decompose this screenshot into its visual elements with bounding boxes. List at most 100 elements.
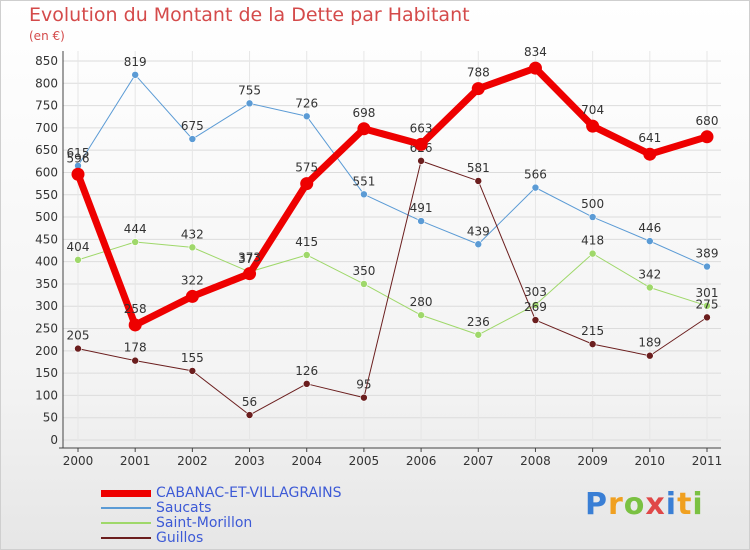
y-tick-label: 700 <box>35 121 58 135</box>
data-label: 301 <box>696 286 719 300</box>
brand-logo: Proxiti <box>585 487 704 522</box>
data-point <box>74 256 82 264</box>
data-point <box>474 177 483 185</box>
data-label: 581 <box>467 161 490 175</box>
data-point <box>360 280 368 288</box>
data-label: 615 <box>67 146 90 160</box>
data-point <box>586 119 600 133</box>
x-tick-label: 2001 <box>120 454 151 468</box>
data-label: 303 <box>524 285 547 299</box>
data-label: 415 <box>295 235 318 249</box>
legend-swatch <box>101 522 151 524</box>
data-point <box>131 71 139 79</box>
data-point <box>302 380 311 388</box>
data-label: 680 <box>696 114 719 128</box>
data-label: 663 <box>410 121 433 135</box>
data-point <box>131 238 139 246</box>
data-label: 350 <box>352 264 375 278</box>
legend-label: Saint-Morillon <box>156 515 253 531</box>
legend-item: Saint-Morillon <box>101 515 252 531</box>
data-label: 322 <box>181 273 204 287</box>
data-point <box>417 157 425 165</box>
legend-item: CABANAC-ET-VILLAGRAINS <box>101 485 342 501</box>
data-label: 258 <box>124 302 147 316</box>
data-label: 404 <box>67 240 90 254</box>
x-tick-label: 2006 <box>406 454 437 468</box>
y-tick-label: 600 <box>35 165 58 179</box>
data-point <box>360 190 368 199</box>
chart-title: Evolution du Montant de la Dette par Hab… <box>29 4 470 26</box>
y-tick-label: 450 <box>35 232 58 246</box>
data-point <box>474 330 483 339</box>
x-tick-label: 2011 <box>692 454 723 468</box>
data-point <box>588 340 597 348</box>
data-point <box>188 243 197 252</box>
legend-item: Saucats <box>101 500 211 516</box>
legend-swatch <box>101 489 151 497</box>
data-label: 215 <box>581 324 604 338</box>
series-line-2 <box>77 160 708 416</box>
y-tick-label: 800 <box>35 76 58 90</box>
y-tick-label: 350 <box>35 277 58 291</box>
y-tick-label: 550 <box>35 188 58 202</box>
data-label: 566 <box>524 168 547 182</box>
data-point <box>646 351 654 360</box>
data-label: 342 <box>638 268 661 282</box>
data-point <box>700 130 714 144</box>
data-point <box>588 213 597 221</box>
data-label: 95 <box>356 378 371 392</box>
data-point <box>185 289 199 303</box>
data-label: 575 <box>295 161 318 175</box>
x-tick-label: 2005 <box>349 454 380 468</box>
data-label: 236 <box>467 315 490 329</box>
x-tick-label: 2007 <box>463 454 494 468</box>
data-point <box>703 301 711 310</box>
data-label: 389 <box>696 247 719 261</box>
y-tick-label: 850 <box>35 54 58 68</box>
data-point <box>71 167 85 181</box>
y-tick-label: 250 <box>35 322 58 336</box>
series-line-1 <box>77 241 708 336</box>
x-tick-label: 2008 <box>520 454 551 468</box>
data-point <box>74 344 82 353</box>
data-point <box>703 313 711 322</box>
y-tick-label: 300 <box>35 299 58 313</box>
data-label: 269 <box>524 300 547 314</box>
legend-swatch <box>101 537 151 539</box>
y-tick-label: 650 <box>35 143 58 157</box>
brand-letter: i <box>665 487 678 522</box>
brand-letter: t <box>677 487 693 522</box>
data-point <box>188 367 197 375</box>
data-label: 178 <box>124 341 147 355</box>
y-tick-label: 50 <box>43 411 58 425</box>
brand-letter: r <box>608 487 624 522</box>
data-label: 500 <box>581 197 604 211</box>
brand-letter: o <box>623 487 646 522</box>
x-tick-label: 2002 <box>177 454 208 468</box>
y-tick-label: 100 <box>35 388 58 402</box>
data-label: 280 <box>410 295 433 309</box>
y-tick-label: 400 <box>35 255 58 269</box>
series-line-0 <box>77 74 708 268</box>
data-label: 446 <box>638 221 661 235</box>
legend-label: Saucats <box>156 500 212 516</box>
data-label: 439 <box>467 224 490 238</box>
y-tick-label: 150 <box>35 366 58 380</box>
y-tick-label: 500 <box>35 210 58 224</box>
y-tick-label: 200 <box>35 344 58 358</box>
data-point <box>302 251 311 259</box>
y-tick-label: 750 <box>35 99 58 113</box>
data-label: 275 <box>696 297 719 311</box>
data-point <box>474 240 483 249</box>
x-tick-label: 2009 <box>577 454 608 468</box>
data-point <box>188 135 197 143</box>
data-label: 788 <box>467 66 490 80</box>
brand-letter: i <box>692 487 704 522</box>
legend-label: Guillos <box>156 530 204 546</box>
data-label: 155 <box>181 351 204 365</box>
data-label: 755 <box>238 83 261 97</box>
legend-item: Guillos <box>101 530 203 546</box>
data-point <box>531 301 540 309</box>
